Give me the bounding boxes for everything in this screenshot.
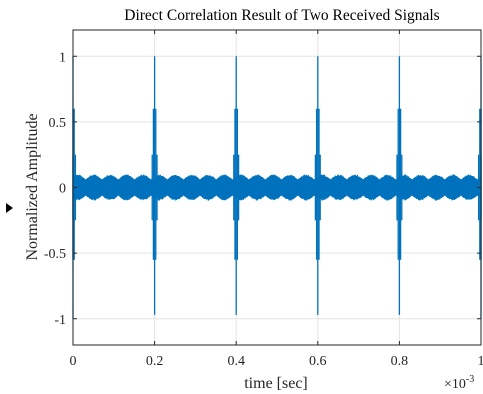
y-axis-title: Normalized Amplitude [24, 113, 41, 260]
y-tick-label: 0.5 [49, 116, 67, 131]
x-tick-label: 0.4 [227, 354, 245, 369]
signal-noise [72, 174, 482, 201]
y-tick-label: -1 [54, 313, 66, 328]
y-tick-label: -0.5 [44, 247, 66, 262]
y-tick-labels: 1 0.5 0 -0.5 -1 [44, 50, 66, 328]
x-tick-label: 0 [70, 354, 77, 369]
y-tick-label: 0 [59, 182, 66, 197]
chart-title: Direct Correlation Result of Two Receive… [124, 7, 439, 24]
y-tick-label: 1 [59, 50, 66, 65]
arrow-cursor-icon [6, 203, 13, 213]
x-tick-label: 0.8 [391, 354, 409, 369]
x-tick-label: 0.2 [146, 354, 164, 369]
x-exponent-label: ×10-3 [444, 374, 474, 392]
x-tick-label: 1 [478, 354, 483, 369]
x-tick-labels: 0 0.2 0.4 0.6 0.8 1 [70, 354, 483, 369]
axis-ticks [72, 30, 482, 345]
x-tick-label: 0.6 [309, 354, 327, 369]
x-axis-title: time [sec] [244, 375, 308, 392]
